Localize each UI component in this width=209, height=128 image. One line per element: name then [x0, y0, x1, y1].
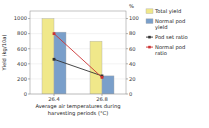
- text-line: harvesting periods (°C): [48, 110, 108, 117]
- tick-mark: [28, 33, 30, 34]
- tick-label: 0: [129, 91, 132, 97]
- y-axis-label: Yield (kg/10a): [1, 35, 8, 72]
- legend-swatch: [146, 37, 153, 38]
- tick-label: 20: [129, 76, 136, 82]
- legend: Total yield Normal podyield Pod set ratio N…: [146, 8, 188, 56]
- tick-label: 26.4: [48, 96, 60, 102]
- tick-label: 26.8: [96, 96, 108, 102]
- marker: [53, 58, 56, 61]
- text-line: Pod set ratio: [155, 34, 188, 40]
- tick-mark: [28, 63, 30, 64]
- tick-label: 200: [17, 76, 27, 82]
- tick-mark: [126, 78, 128, 79]
- tick-mark: [126, 94, 128, 95]
- marks: [42, 19, 114, 94]
- legend-swatch: [146, 19, 153, 24]
- legend-label: Pod set ratio: [155, 34, 188, 40]
- tick-label: 600: [17, 46, 27, 52]
- legend-swatch: [148, 36, 151, 39]
- marker: [53, 32, 56, 35]
- tick-label: 80: [129, 30, 136, 36]
- line: [54, 59, 102, 76]
- marker: [101, 76, 104, 79]
- tick-label: 40: [129, 61, 136, 67]
- line: [54, 34, 102, 78]
- bar: [42, 19, 54, 94]
- y2-axis-label: %: [129, 3, 134, 9]
- tick-label: 60: [129, 46, 136, 52]
- tick-label: 800: [17, 30, 27, 36]
- text-line: ratio: [155, 50, 167, 56]
- tick-label: 0: [24, 91, 27, 97]
- x-axis-label: Average air temperatures duringharvestin…: [35, 103, 120, 116]
- tick-mark: [28, 78, 30, 79]
- tick-mark: [28, 94, 30, 95]
- tick-label: 400: [17, 61, 27, 67]
- legend-swatch: [146, 9, 153, 14]
- tick-mark: [28, 18, 30, 19]
- legend-label: Normal podratio: [155, 44, 185, 56]
- tick-mark: [126, 33, 128, 34]
- tick-mark: [126, 18, 128, 19]
- tick-mark: [126, 48, 128, 49]
- tick-mark: [28, 48, 30, 49]
- tick-label: 1000: [14, 15, 27, 21]
- tick-mark: [126, 63, 128, 64]
- bar: [102, 76, 114, 94]
- axes: 0 200 400 600 800 1000 0 20 40 60 80 100: [14, 15, 139, 96]
- text-line: yield: [155, 24, 167, 31]
- tick-label: 100: [129, 15, 139, 21]
- legend-swatch: [146, 47, 153, 48]
- legend-label: Total yield: [154, 8, 181, 15]
- legend-label: Normal podyield: [155, 18, 185, 31]
- plot-frame: [30, 11, 126, 94]
- chart: 0 200 400 600 800 1000 0 20 40 60 80 100 26.4 26.8Ave…: [0, 0, 209, 128]
- text-line: Total yield: [154, 8, 181, 15]
- legend-swatch: [148, 46, 151, 49]
